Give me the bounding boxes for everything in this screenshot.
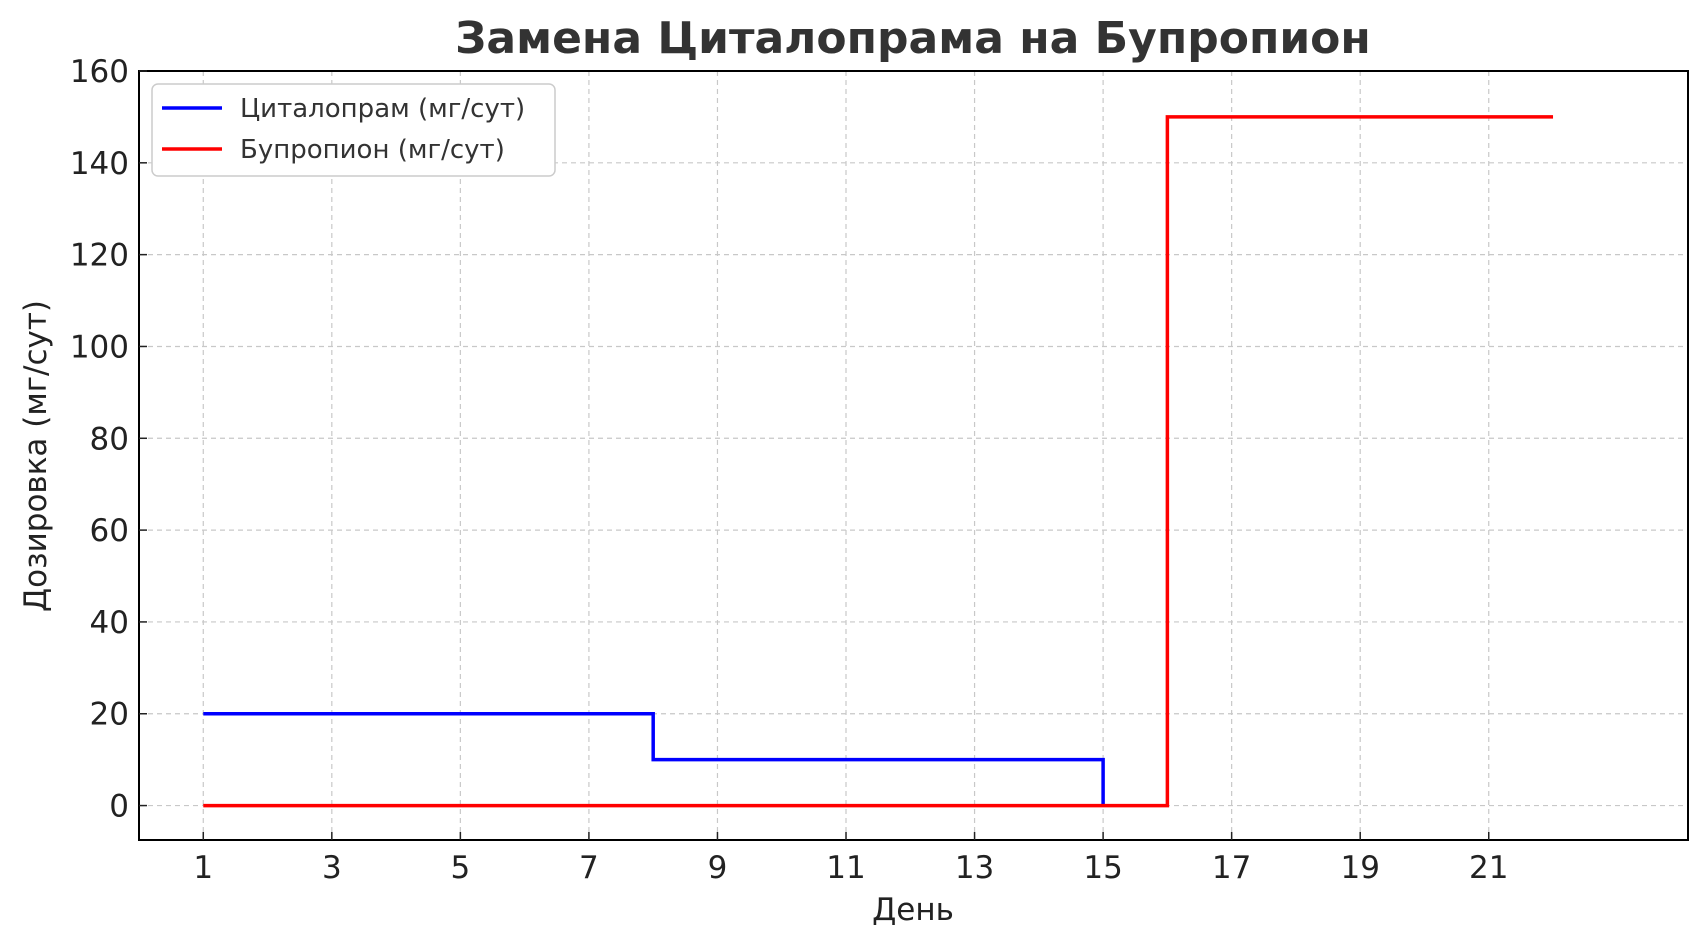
x-tick-label: 11 (826, 850, 865, 886)
x-tick-label: 1 (193, 850, 213, 886)
x-tick-label: 21 (1469, 850, 1508, 886)
x-tick-label: 7 (579, 850, 599, 886)
x-tick-label: 3 (322, 850, 342, 886)
x-tick-label: 17 (1212, 850, 1251, 886)
legend-box (151, 83, 556, 177)
legend: Циталопрам (мг/сут) Бупропион (мг/сут) (151, 83, 556, 177)
x-tick-label: 5 (451, 850, 471, 886)
y-tick-label: 40 (90, 605, 129, 641)
y-tick-label: 100 (70, 329, 129, 365)
x-tick-label: 15 (1083, 850, 1122, 886)
y-tick-label: 140 (70, 146, 129, 182)
series-line-0 (203, 711, 1105, 806)
x-axis-label: День (872, 892, 954, 928)
x-tick-label: 19 (1340, 850, 1379, 886)
x-tick-label: 13 (955, 850, 994, 886)
y-tick-label: 120 (70, 238, 129, 274)
chart-title: Замена Циталопрама на Бупропион (455, 13, 1371, 64)
x-tick-label: 9 (708, 850, 728, 886)
y-tick-label: 60 (90, 513, 129, 549)
series-line-1 (203, 115, 1554, 808)
plot-frame (138, 70, 1689, 841)
y-tick-label: 80 (90, 421, 129, 457)
legend-label-citalopram: Циталопрам (мг/сут) (240, 94, 525, 124)
y-tick-label: 0 (109, 789, 129, 825)
legend-label-bupropion: Бупропион (мг/сут) (240, 135, 505, 165)
series-layer (203, 115, 1554, 808)
grid (139, 70, 1688, 840)
y-axis-label: Дозировка (мг/сут) (18, 300, 54, 612)
y-tick-label: 160 (70, 54, 129, 90)
y-tick-label: 20 (90, 697, 129, 733)
